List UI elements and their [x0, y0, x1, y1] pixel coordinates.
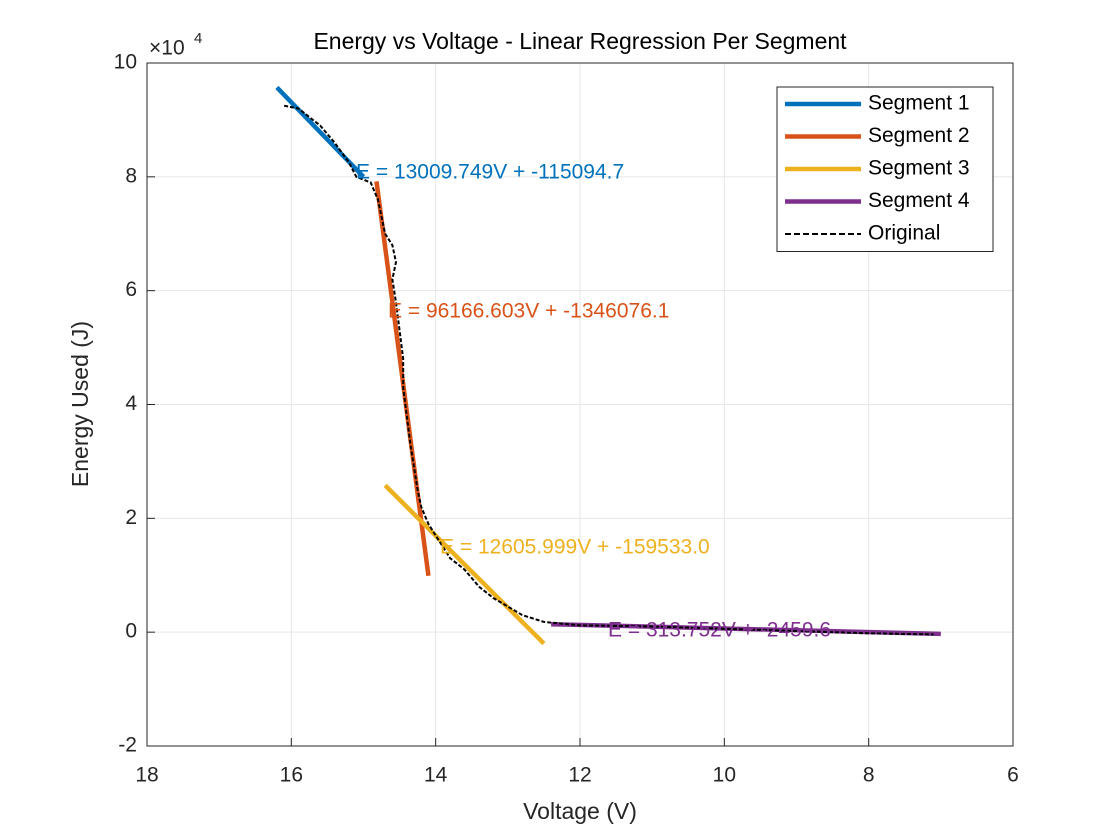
chart-title: Energy vs Voltage - Linear Regression Pe… — [313, 28, 847, 54]
x-axis-label: Voltage (V) — [523, 798, 637, 824]
segment-line — [275, 85, 366, 179]
segment-line — [374, 181, 431, 577]
y-exponent-base: ×10 — [149, 37, 185, 60]
y-tick-label: 6 — [125, 278, 137, 301]
legend-label: Segment 4 — [868, 189, 970, 212]
x-tick-label: 16 — [280, 764, 303, 787]
y-tick-label: -2 — [118, 734, 137, 757]
original-line — [283, 104, 934, 636]
y-tick-label: 0 — [125, 620, 137, 643]
x-tick-label: 14 — [424, 764, 448, 787]
legend-label: Segment 3 — [868, 157, 970, 180]
segment-annotation: E = 13009.749V + -115094.7 — [356, 161, 624, 184]
y-tick-label: 2 — [125, 506, 137, 529]
y-tick-label: 10 — [114, 51, 137, 74]
segment-annotation: E = 12605.999V + -159533.0 — [440, 536, 710, 559]
y-tick-label: 4 — [125, 392, 137, 415]
y-axis-label: Energy Used (J) — [67, 321, 93, 487]
x-tick-label: 18 — [135, 764, 158, 787]
legend-label: Segment 1 — [868, 92, 970, 115]
segment-annotation: E = 96166.603V + -1346076.1 — [388, 300, 669, 323]
x-tick-label: 12 — [568, 764, 591, 787]
segment-annotation: E = 313.752V + -2459.6 — [608, 619, 831, 642]
y-exponent-power: 4 — [194, 30, 202, 47]
x-tick-label: 10 — [713, 764, 736, 787]
legend-label: Original — [868, 222, 940, 245]
x-tick-label: 8 — [863, 764, 875, 787]
x-tick-label: 6 — [1007, 764, 1019, 787]
segment-line — [383, 483, 546, 646]
legend-label: Segment 2 — [868, 124, 970, 147]
y-tick-label: 8 — [125, 164, 137, 187]
axes-box — [146, 62, 1014, 747]
